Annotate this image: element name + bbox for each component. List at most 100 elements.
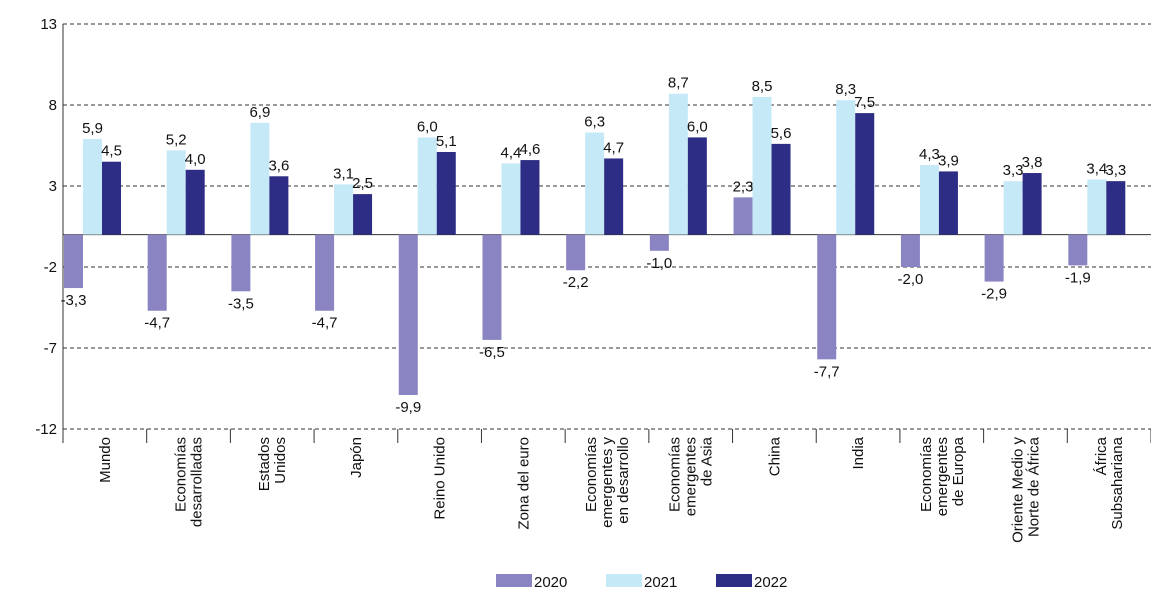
bar bbox=[855, 113, 875, 235]
legend-label: 2022 bbox=[754, 574, 787, 591]
bar bbox=[482, 234, 502, 340]
x-tick-label: Economíasemergentesde Europa bbox=[918, 436, 967, 516]
value-label: -3,3 bbox=[61, 292, 87, 309]
bar bbox=[102, 161, 121, 235]
bar bbox=[231, 234, 251, 292]
x-tick-label: Japón bbox=[348, 437, 365, 478]
bar bbox=[1068, 234, 1088, 266]
value-label: -4,7 bbox=[144, 315, 170, 332]
value-label: 4,4 bbox=[501, 144, 522, 161]
value-label: 6,3 bbox=[584, 114, 605, 131]
legend-swatch bbox=[716, 574, 752, 587]
value-label: 6,0 bbox=[687, 118, 708, 135]
value-label: 3,9 bbox=[938, 152, 959, 169]
value-label: 4,7 bbox=[603, 139, 624, 156]
x-tick-label: India bbox=[850, 436, 867, 469]
value-label: 8,5 bbox=[752, 78, 773, 95]
bar bbox=[315, 234, 335, 311]
bar bbox=[83, 139, 102, 235]
bar bbox=[668, 93, 688, 235]
bar bbox=[1003, 181, 1023, 235]
value-label: 6,9 bbox=[249, 104, 270, 121]
y-tick-label: -7 bbox=[44, 340, 57, 357]
x-tick-label: Economíasemergentes yen desarrollo bbox=[583, 437, 632, 528]
legend-label: 2021 bbox=[644, 574, 677, 591]
value-label: 4,0 bbox=[185, 151, 206, 168]
y-tick-label: -12 bbox=[35, 421, 57, 438]
value-label: -7,7 bbox=[814, 363, 840, 380]
value-label: 3,3 bbox=[1003, 162, 1024, 179]
bar bbox=[520, 160, 540, 235]
bar bbox=[269, 176, 289, 235]
bar bbox=[185, 169, 205, 235]
value-label: 4,5 bbox=[101, 143, 122, 160]
bar bbox=[417, 137, 437, 235]
y-tick-label: -2 bbox=[44, 259, 57, 276]
bar bbox=[733, 197, 753, 235]
value-label: 3,1 bbox=[333, 165, 354, 182]
bar bbox=[334, 184, 354, 235]
x-tick-label: Economíasemergentesde Asia bbox=[667, 436, 716, 516]
value-label: 3,8 bbox=[1022, 154, 1043, 171]
bar bbox=[147, 234, 167, 311]
value-label: -1,0 bbox=[646, 255, 672, 272]
value-label: 2,5 bbox=[352, 175, 373, 192]
value-label: 8,3 bbox=[835, 81, 856, 98]
value-label: 8,7 bbox=[668, 75, 689, 92]
value-label: 5,6 bbox=[771, 125, 792, 142]
x-tick-label: China bbox=[766, 436, 783, 476]
bar bbox=[436, 151, 456, 235]
bar bbox=[166, 150, 186, 235]
bar bbox=[938, 171, 958, 235]
bar bbox=[836, 100, 856, 235]
legend-swatch bbox=[496, 574, 532, 587]
y-tick-label: 3 bbox=[49, 178, 57, 195]
x-tick-label: EstadosUnidos bbox=[256, 437, 289, 491]
value-label: 5,1 bbox=[436, 133, 457, 150]
legend-label: 2020 bbox=[534, 574, 567, 591]
bar bbox=[817, 234, 837, 360]
bar bbox=[752, 96, 772, 235]
bar bbox=[1087, 179, 1107, 235]
legend-swatch bbox=[606, 574, 642, 587]
value-label: 2,3 bbox=[733, 178, 754, 195]
value-label: 4,6 bbox=[520, 141, 541, 158]
bar bbox=[398, 234, 418, 395]
bar bbox=[566, 234, 586, 271]
bar bbox=[604, 158, 624, 235]
value-label: -2,0 bbox=[897, 271, 923, 288]
x-tick-label: Zona del euro bbox=[515, 437, 532, 530]
bar bbox=[984, 234, 1004, 282]
x-tick-label: Economíasdesarrolladas bbox=[173, 437, 206, 527]
value-label: 3,6 bbox=[268, 157, 289, 174]
value-label: 5,9 bbox=[82, 120, 103, 137]
bar bbox=[353, 194, 373, 235]
bar bbox=[585, 132, 605, 235]
value-label: -3,5 bbox=[228, 295, 254, 312]
value-label: 7,5 bbox=[854, 94, 875, 111]
value-label: -1,9 bbox=[1065, 269, 1091, 286]
x-tick-label: ÁfricaSubsahariana bbox=[1093, 436, 1126, 529]
bar bbox=[687, 137, 707, 235]
bar bbox=[900, 234, 920, 267]
value-label: 5,2 bbox=[166, 131, 187, 148]
value-label: -9,9 bbox=[395, 399, 421, 416]
value-label: -2,9 bbox=[981, 286, 1007, 303]
value-label: -2,2 bbox=[563, 274, 589, 291]
bar bbox=[919, 164, 939, 235]
value-label: 3,4 bbox=[1086, 161, 1107, 178]
x-tick-label: Oriente Medio yNorte de África bbox=[1009, 436, 1042, 543]
x-tick-label: Mundo bbox=[97, 437, 114, 483]
bar bbox=[501, 163, 521, 235]
bar bbox=[64, 234, 83, 289]
y-tick-label: 8 bbox=[49, 97, 57, 114]
value-label: 6,0 bbox=[417, 118, 438, 135]
bar bbox=[649, 234, 669, 251]
bar bbox=[1022, 173, 1042, 235]
bar bbox=[250, 122, 270, 235]
value-label: 3,3 bbox=[1105, 162, 1126, 179]
y-tick-label: 13 bbox=[40, 16, 57, 33]
value-label: -6,5 bbox=[479, 344, 505, 361]
bar bbox=[1106, 181, 1126, 235]
